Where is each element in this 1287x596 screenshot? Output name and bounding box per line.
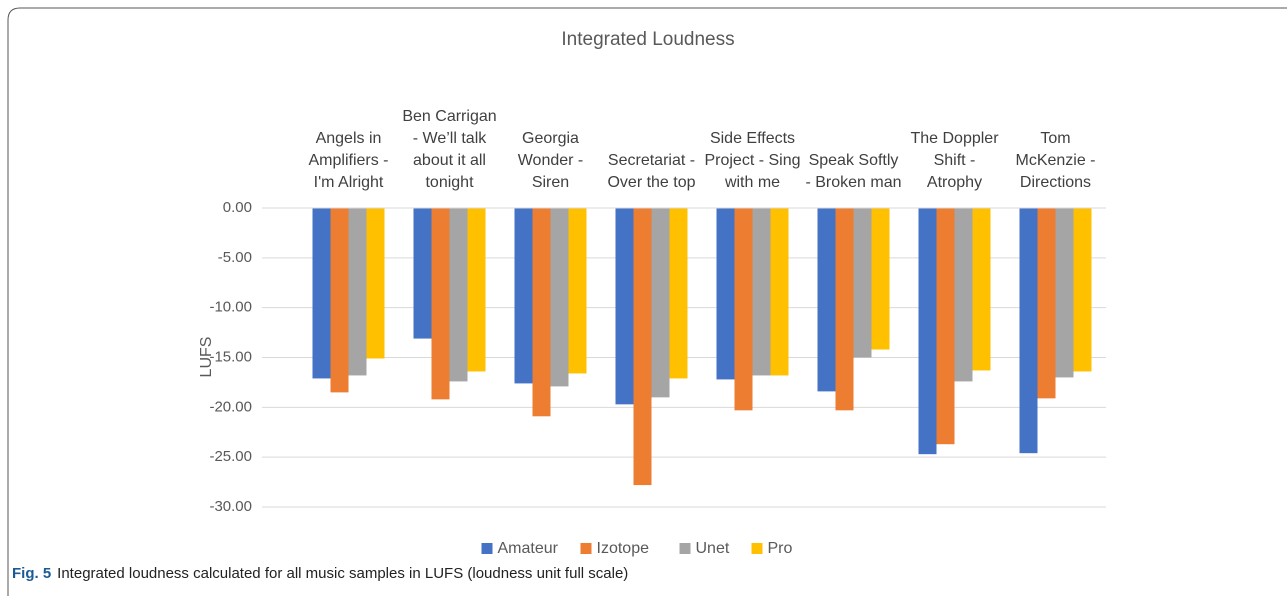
bar bbox=[1019, 208, 1038, 454]
y-tick-label: -20.00 bbox=[209, 398, 252, 415]
bar bbox=[734, 208, 753, 411]
y-tick-label: -25.00 bbox=[209, 448, 252, 465]
y-axis-title: LUFS bbox=[198, 337, 215, 378]
legend-swatch bbox=[679, 543, 691, 554]
bar bbox=[366, 208, 385, 359]
bar bbox=[835, 208, 854, 411]
frame bbox=[7, 7, 1287, 596]
caption-text: Integrated loudness calculated for all m… bbox=[57, 565, 629, 582]
bar bbox=[651, 208, 670, 398]
bar bbox=[550, 208, 569, 387]
bar bbox=[467, 208, 486, 372]
y-tick-label: -30.00 bbox=[209, 498, 252, 515]
x-tick-label: The Doppler Shift - Atrophy bbox=[910, 130, 999, 191]
bar bbox=[817, 208, 836, 392]
bar bbox=[972, 208, 991, 371]
legend-label: Izotope bbox=[597, 540, 650, 557]
y-tick-label: 0.00 bbox=[223, 199, 252, 216]
x-tick-label: Secretariat - Over the top bbox=[607, 152, 696, 191]
y-tick-label: -5.00 bbox=[218, 249, 252, 266]
bar bbox=[449, 208, 468, 382]
bar bbox=[348, 208, 367, 376]
bar bbox=[1037, 208, 1056, 399]
caption-label: Fig. 5 bbox=[12, 565, 52, 582]
y-tick-label: -15.00 bbox=[209, 348, 252, 365]
bar bbox=[532, 208, 551, 417]
bar bbox=[312, 208, 331, 379]
x-tick-label: Ben Carrigan - We’ll talk about it all t… bbox=[402, 108, 497, 191]
legend-label: Amateur bbox=[498, 540, 559, 557]
bar bbox=[770, 208, 789, 376]
bar bbox=[853, 208, 872, 358]
x-tick-label: Side Effects Project - Sing with me bbox=[704, 130, 801, 191]
bar bbox=[615, 208, 634, 405]
bar bbox=[954, 208, 973, 382]
legend-swatch bbox=[580, 543, 592, 554]
bar bbox=[431, 208, 450, 400]
bar bbox=[752, 208, 771, 376]
bar bbox=[716, 208, 735, 380]
legend-swatch bbox=[751, 543, 763, 554]
bar bbox=[936, 208, 955, 445]
bar bbox=[633, 208, 652, 486]
bar bbox=[514, 208, 533, 384]
x-tick-label: Tom McKenzie - Directions bbox=[1015, 130, 1096, 191]
legend-label: Pro bbox=[768, 540, 793, 557]
legend-swatch bbox=[481, 543, 493, 554]
x-tick-label: Angels in Amplifiers - I'm Alright bbox=[308, 130, 389, 191]
x-tick-label: Speak Softly - Broken man bbox=[805, 152, 902, 191]
bar bbox=[413, 208, 432, 339]
bar bbox=[918, 208, 937, 455]
bar bbox=[669, 208, 688, 379]
chart-title: Integrated Loudness bbox=[561, 29, 734, 50]
bar bbox=[1073, 208, 1092, 372]
bar bbox=[1055, 208, 1074, 378]
y-tick-label: -10.00 bbox=[209, 299, 252, 316]
legend-label: Unet bbox=[696, 540, 730, 557]
bar bbox=[871, 208, 890, 350]
bar bbox=[330, 208, 349, 393]
bar bbox=[568, 208, 587, 374]
caption: Fig. 5 Integrated loudness calculated for… bbox=[12, 565, 628, 582]
x-tick-label: Georgia Wonder - Siren bbox=[517, 130, 584, 191]
